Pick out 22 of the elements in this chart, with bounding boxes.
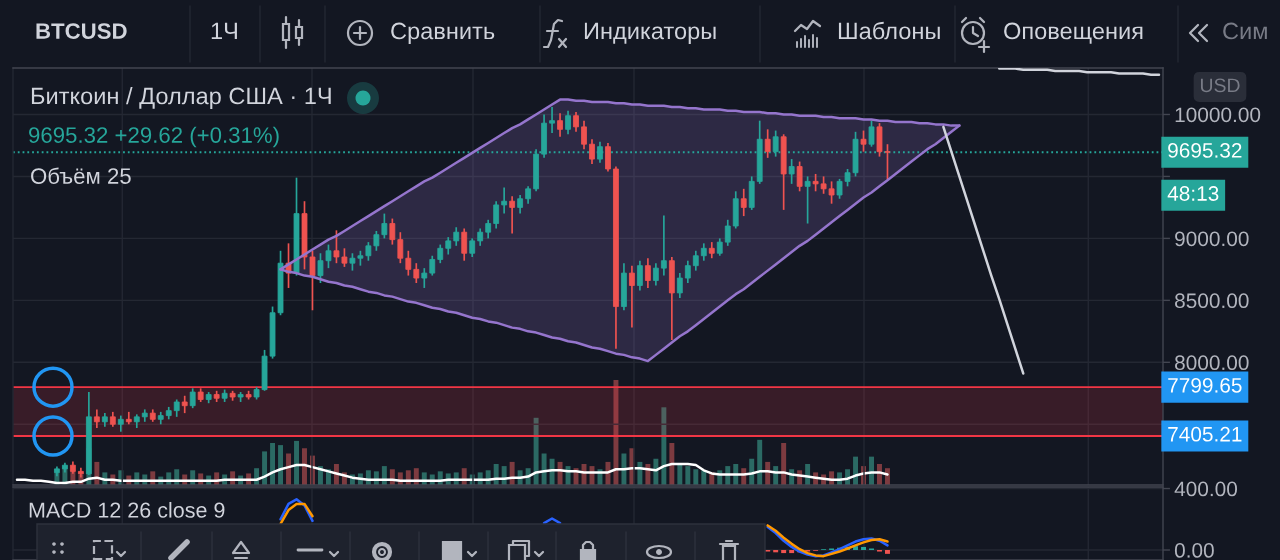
text: Биткоин / Доллар США · 1Ч [31,87,331,109]
ref-line-label: 9695.32 [1168,143,1242,158]
text: Шаблоны [838,21,940,40]
ref-line-label: 7799.65 [1168,377,1242,393]
y-tick-label: 8500.00 [1175,293,1249,309]
y-tick-label: 9000.00 [1175,231,1249,247]
text: BTCUSD [36,23,127,39]
y-tick-label: 400.00 [1174,481,1238,497]
ref-line-label: 7405.21 [1168,426,1242,442]
text: Оповещения [1004,22,1143,44]
text: 1Ч [211,22,237,40]
y-tick-label: 0.00 [1174,543,1214,558]
y-tick-label: 10000.00 [1175,107,1261,123]
text: 9695.32 +29.62 (+0.31%) [29,126,279,148]
text: USD [1200,78,1240,93]
chart-title: Объём 25 [31,167,131,184]
y-tick-label: 8000.00 [1175,355,1249,371]
text: Индикаторы [584,22,716,44]
text: MACD 12 26 close 9 [29,501,225,518]
text: Сравнить [391,22,495,44]
text: 48:13 [1167,186,1219,201]
text: Сим [1223,22,1267,40]
